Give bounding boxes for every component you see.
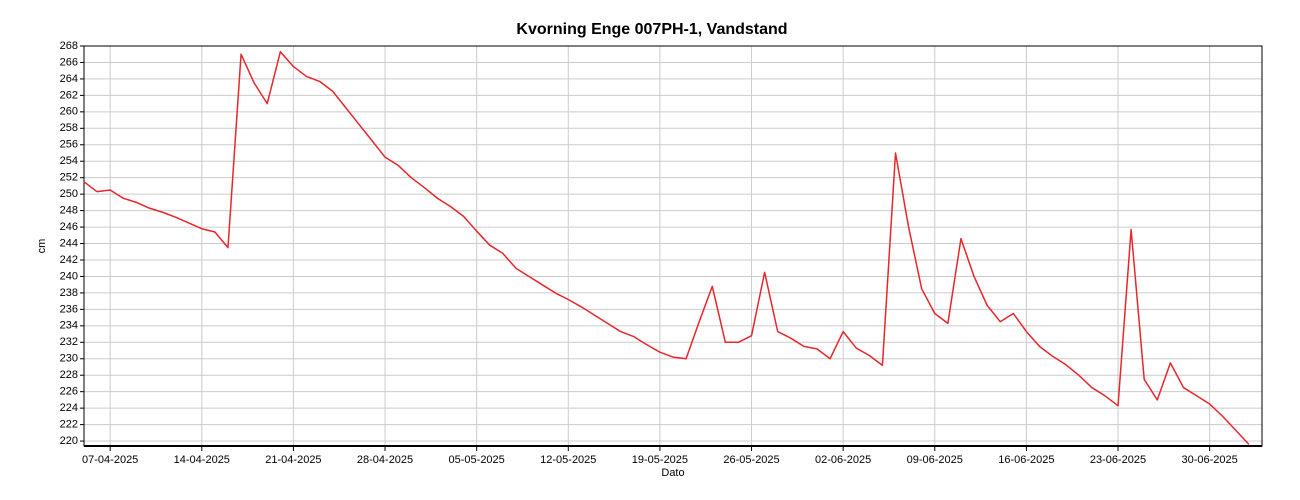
y-tick-label: 244 [60, 237, 78, 249]
x-tick-label: 14-04-2025 [174, 454, 230, 466]
y-tick-label: 222 [60, 419, 78, 431]
x-tick-label: 23-06-2025 [1090, 454, 1146, 466]
chart-title: Kvorning Enge 007PH-1, Vandstand [516, 21, 787, 38]
x-tick-label: 07-04-2025 [82, 454, 138, 466]
y-tick-label: 240 [60, 270, 78, 282]
y-tick-label: 248 [60, 205, 78, 217]
y-tick-label: 266 [60, 56, 78, 68]
y-tick-label: 268 [60, 40, 78, 52]
y-tick-label: 242 [60, 254, 78, 266]
x-tick-label: 30-06-2025 [1182, 454, 1238, 466]
y-tick-label: 238 [60, 287, 78, 299]
data-line [83, 51, 1250, 445]
y-axis-label: cm [36, 239, 48, 254]
x-tick-label: 12-05-2025 [540, 454, 596, 466]
y-tick-label: 258 [60, 122, 78, 134]
y-tick-label: 226 [60, 386, 78, 398]
x-tick-label: 16-06-2025 [998, 454, 1054, 466]
x-axis-label: Dato [661, 467, 684, 479]
y-tick-label: 250 [60, 188, 78, 200]
x-tick-label: 19-05-2025 [632, 454, 688, 466]
x-tick-label: 28-04-2025 [357, 454, 413, 466]
y-tick-label: 236 [60, 303, 78, 315]
y-tick-label: 252 [60, 172, 78, 184]
y-tick-label: 254 [60, 155, 78, 167]
x-tick-label: 26-05-2025 [723, 454, 779, 466]
x-tick-label: 02-06-2025 [815, 454, 871, 466]
y-tick-label: 220 [60, 435, 78, 447]
x-tick-label: 09-06-2025 [907, 454, 963, 466]
y-tick-label: 264 [60, 73, 78, 85]
y-tick-label: 232 [60, 336, 78, 348]
y-tick-label: 224 [60, 402, 78, 414]
y-tick-label: 246 [60, 221, 78, 233]
y-tick-label: 234 [60, 320, 78, 332]
x-tick-label: 21-04-2025 [265, 454, 321, 466]
x-tick-label: 05-05-2025 [449, 454, 505, 466]
y-tick-label: 256 [60, 139, 78, 151]
y-tick-label: 230 [60, 353, 78, 365]
y-tick-label: 228 [60, 369, 78, 381]
y-tick-label: 260 [60, 106, 78, 118]
y-tick-label: 262 [60, 89, 78, 101]
